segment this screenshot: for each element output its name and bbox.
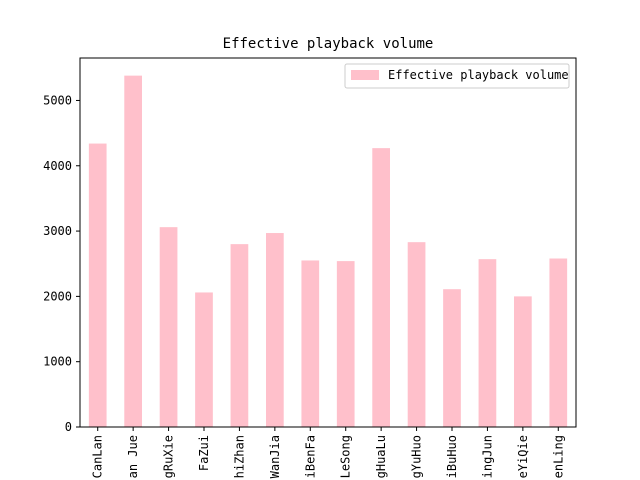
bar-ibuhuo [443, 289, 461, 427]
y-tick-label: 5000 [43, 93, 72, 107]
y-tick-label: 2000 [43, 289, 72, 303]
bar-ingjun [478, 259, 497, 427]
x-tick-label: iBuHuo [445, 435, 459, 478]
bar-ibenfa [301, 260, 320, 427]
legend: Effective playback volume [344, 63, 570, 89]
x-tick-label: enLing [551, 435, 565, 478]
x-tick-label: ingJun [480, 435, 494, 478]
y-axis: 0 1000 2000 3000 4000 5000 [43, 93, 80, 434]
y-tick-label: 3000 [43, 224, 72, 238]
bar-enling [549, 258, 568, 427]
x-tick-label: hiZhan [232, 435, 246, 478]
x-tick-label: LeSong [339, 435, 353, 478]
bar-canlan [88, 143, 107, 427]
bar-fazui [195, 292, 213, 427]
bar-eyiqie [514, 296, 532, 427]
bar-gruxie [159, 227, 178, 427]
x-tick-label: an Jue [126, 435, 140, 478]
bar-lesong [336, 261, 355, 427]
x-tick-label: CanLan [91, 435, 105, 478]
x-tick-label: gHuaLu [374, 435, 388, 478]
bars-group [88, 75, 568, 427]
x-tick-label: eYiQie [516, 435, 530, 478]
x-tick-label: iBenFa [303, 435, 317, 478]
bar-gyuhuo [407, 242, 426, 427]
y-tick-label: 1000 [43, 355, 72, 369]
y-tick-label: 4000 [43, 159, 72, 173]
legend-label: Effective playback volume [388, 68, 569, 82]
bar-ghualu [372, 148, 390, 427]
x-tick-label: WanJia [268, 435, 282, 478]
x-tick-label: gRuXie [162, 435, 176, 478]
x-axis: CanLan an Jue gRuXie FaZui hiZhan WanJia iBenF… [91, 427, 565, 478]
y-tick-label: 0 [65, 420, 72, 434]
bar-an-jue [124, 75, 142, 427]
legend-swatch [351, 70, 379, 80]
x-tick-label: FaZui [197, 435, 211, 471]
legend-box [344, 63, 570, 89]
x-tick-label: gYuHuo [410, 435, 424, 478]
plot-frame [79, 57, 577, 428]
bar-hizhan [230, 244, 249, 427]
chart-title: Effective playback volume [223, 36, 434, 52]
bar-wanjia [266, 233, 284, 427]
